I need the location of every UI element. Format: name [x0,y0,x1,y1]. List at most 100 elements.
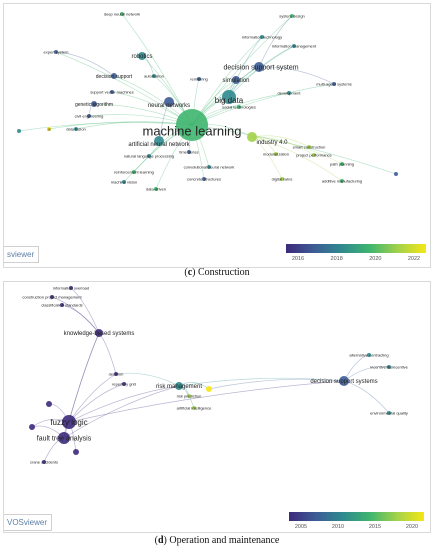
network-node [46,401,52,407]
node-label: path planning [330,161,354,166]
network-link [191,124,397,175]
legend-tick-label: 2015 [368,524,382,530]
network-node [197,77,201,81]
network-link [208,378,345,390]
network-link [68,332,100,423]
caption-construction: (c) Construction [184,267,250,278]
network-map-construction: machine learning big data decision support… [17,11,398,191]
node-label: decision support systems [310,379,377,385]
legend-tick-label: 2016 [291,256,305,262]
legend-tick-label: 2005 [294,524,308,530]
node-label: automation [144,73,164,78]
node-label: project performance [296,152,332,157]
node-label: incentive/disincentive [370,364,409,369]
network-node [340,179,344,183]
network-node [202,177,206,181]
node-label: neural networks [148,103,190,109]
node-label: fault tree analysis [37,435,92,442]
network-node [307,145,311,149]
network-node [91,101,97,107]
network-link [191,45,295,126]
network-node [287,91,291,95]
network-node [122,382,126,386]
network-node [176,109,208,141]
network-link [63,385,180,439]
network-link [51,296,100,334]
network-link [121,13,193,126]
network-node [232,76,240,84]
legend-tick-label: 2020 [405,524,419,530]
network-node [274,152,278,156]
network-node [394,172,398,176]
network-node [207,165,211,169]
node-label: fuzzy logic [50,418,87,427]
caption-text: Operation and maintenance [166,535,280,546]
node-label: social technologies [222,104,256,109]
node-label: industry 4.0 [256,140,288,146]
node-label: civil engineering [75,113,104,118]
node-label: additive manufacturing [322,178,362,183]
year-color-legend: 2016 2018 2020 2022 [286,244,426,264]
nodes [17,12,398,191]
network-link [68,383,125,423]
node-label: support vector machines [90,89,134,94]
network-node [312,153,316,157]
network-link [55,51,193,126]
nodes [29,286,391,464]
network-node [42,460,46,464]
network-node [69,286,73,290]
node-label: information overload [53,285,89,290]
node-label: concrete structures [187,176,221,181]
year-color-legend: 2005 2010 2015 2020 [289,512,424,532]
network-link [191,15,293,126]
node-label: environmental quality [370,410,408,415]
node-label: artificial intelligence [177,405,212,410]
network-link [191,83,335,126]
network-node [260,35,264,39]
network-node [110,90,114,94]
network-node [73,449,79,455]
network-node [50,295,54,299]
legend-tick-label: 2010 [331,524,345,530]
node-label: big data [215,96,244,105]
network-map-operation: knowledge-based systems fuzzy logic fault … [22,285,408,464]
network-link [70,287,100,334]
network-link [258,15,293,68]
node-label: smart construction [293,144,326,149]
network-node [247,132,257,142]
network-node [152,74,156,78]
network-link [68,380,345,423]
network-link [68,385,180,423]
network-node [387,411,391,415]
caption-text: Construction [195,267,250,278]
caption-operation: (d) Operation and maintenance [154,535,280,546]
color-gradient-bar [289,512,424,521]
node-label: alternative contracting [349,352,388,357]
network-link [228,45,295,98]
node-label: decision [109,371,124,376]
network-link [251,136,315,156]
network-node [164,97,174,107]
network-link [18,122,193,132]
network-node [114,372,118,376]
network-link [98,332,117,375]
network-node [332,82,336,86]
network-link [55,51,115,77]
node-label: digital twins [272,176,293,181]
node-label: data-driven [146,186,166,191]
network-node [122,180,126,184]
node-label: machine learning [142,124,241,139]
network-node [87,114,91,118]
network-link [68,373,117,423]
network-node [60,303,64,307]
network-node [17,129,21,133]
network-node [187,394,191,398]
network-node [111,73,117,79]
node-label: risk management [156,384,202,390]
labels: knowledge-based systems fuzzy logic fault … [22,285,408,464]
network-link [258,66,335,85]
node-label: multi-agent systems [316,81,352,86]
network-node [58,432,70,444]
panel-operation-map: knowledge-based systems fuzzy logic fault … [3,281,431,533]
network-node [206,386,212,392]
